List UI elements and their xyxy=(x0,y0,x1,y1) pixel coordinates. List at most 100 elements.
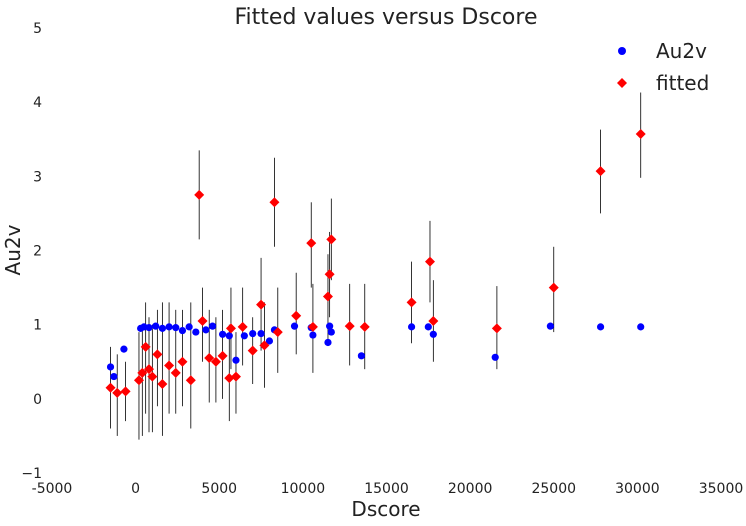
fitted-point xyxy=(157,379,168,389)
fitted-point xyxy=(185,375,196,386)
y-axis-label: Au2v xyxy=(1,224,25,275)
x-tick-label: 15000 xyxy=(364,481,409,497)
au2v-point xyxy=(225,332,233,340)
fitted-point xyxy=(595,166,606,177)
fitted-point xyxy=(137,367,148,378)
au2v-point xyxy=(152,322,160,330)
fitted-point xyxy=(194,189,205,200)
fitted-point xyxy=(230,371,241,382)
fitted-point xyxy=(272,327,283,338)
y-tick-label: 4 xyxy=(33,95,42,111)
legend-label-au2v: Au2v xyxy=(656,39,707,63)
y-tick-label: 0 xyxy=(33,392,42,408)
fitted-point xyxy=(204,353,215,364)
fitted-point xyxy=(322,291,333,302)
y-tick-label: 2 xyxy=(33,244,42,260)
fitted-point xyxy=(210,356,221,367)
au2v-point xyxy=(327,328,335,336)
fitted-point xyxy=(177,356,188,367)
x-tick-label: 10000 xyxy=(281,481,326,497)
au2v-point xyxy=(491,353,499,361)
fitted-point xyxy=(548,282,559,293)
fitted-point xyxy=(144,364,155,375)
au2v-point xyxy=(637,323,645,331)
au2v-point xyxy=(158,324,166,332)
au2v-point xyxy=(546,322,555,330)
fitted-point xyxy=(133,375,144,386)
fitted-point xyxy=(306,238,317,249)
fitted-point xyxy=(112,387,123,398)
fitted-point xyxy=(324,269,335,280)
au2v-point xyxy=(424,323,432,331)
fitted-point xyxy=(259,340,270,351)
legend: Au2v fitted xyxy=(617,39,709,95)
fitted-point xyxy=(256,299,267,310)
au2v-point xyxy=(290,322,299,330)
fitted-point xyxy=(120,386,131,397)
fitted-point xyxy=(197,315,208,326)
fitted-point xyxy=(491,323,502,334)
fitted-point xyxy=(217,350,228,361)
fitted-point xyxy=(225,323,236,334)
x-tick-labels: -5000 0 5000 10000 15000 20000 25000 30000 35000 xyxy=(32,481,744,497)
plot-area xyxy=(52,28,721,473)
x-tick-label: 25000 xyxy=(531,481,576,497)
au2v-point xyxy=(185,323,193,331)
x-tick-label: 5000 xyxy=(201,481,237,497)
au2v-point xyxy=(429,330,437,338)
au2v-point xyxy=(145,324,153,332)
au2v-point xyxy=(110,372,118,381)
x-tick-label: 35000 xyxy=(699,481,744,497)
series-au2v xyxy=(106,322,645,381)
au2v-point xyxy=(265,337,274,345)
chart-title: Fitted values versus Dscore xyxy=(235,5,538,30)
fitted-point xyxy=(164,360,175,371)
fitted-point xyxy=(170,367,181,378)
fitted-point xyxy=(140,341,151,352)
au2v-point xyxy=(232,356,240,364)
series-fitted xyxy=(105,129,646,398)
fitted-point xyxy=(359,321,370,332)
fitted-point xyxy=(424,256,435,267)
au2v-point xyxy=(120,345,128,353)
fitted-point xyxy=(344,321,355,332)
fitted-point xyxy=(237,321,248,332)
x-tick-label: 20000 xyxy=(448,481,493,497)
fitted-point xyxy=(152,349,163,360)
y-tick-label: 3 xyxy=(33,169,42,185)
x-tick-label: 0 xyxy=(131,481,140,497)
x-axis-label: Dscore xyxy=(351,497,420,521)
fitted-point xyxy=(224,373,235,384)
y-tick-labels: −1 0 1 2 3 4 5 xyxy=(21,21,42,482)
fitted-point xyxy=(105,382,116,393)
legend-label-fitted: fitted xyxy=(656,71,709,95)
au2v-point xyxy=(249,329,257,338)
fitted-point xyxy=(147,371,158,382)
fitted-point xyxy=(307,321,318,332)
y-tick-label: −1 xyxy=(21,466,42,482)
au2v-point xyxy=(208,322,217,330)
x-tick-label: -5000 xyxy=(32,481,73,497)
au2v-point xyxy=(192,328,200,336)
legend-marker-fitted xyxy=(617,78,627,88)
au2v-point xyxy=(165,323,173,331)
fitted-point xyxy=(428,315,439,326)
y-tick-label: 1 xyxy=(33,318,42,334)
au2v-point xyxy=(202,326,210,334)
au2v-point xyxy=(324,338,332,347)
au2v-point xyxy=(240,332,248,340)
au2v-point xyxy=(309,331,317,339)
au2v-point xyxy=(407,323,416,331)
legend-marker-au2v xyxy=(618,47,626,55)
au2v-point xyxy=(106,363,115,371)
fitted-point xyxy=(635,129,646,140)
au2v-point xyxy=(178,327,187,335)
au2v-point xyxy=(218,330,227,338)
fitted-point xyxy=(247,345,258,356)
x-tick-label: 30000 xyxy=(615,481,660,497)
au2v-point xyxy=(172,324,180,332)
fitted-point xyxy=(269,197,280,208)
au2v-point xyxy=(257,329,265,338)
au2v-point xyxy=(357,352,366,360)
au2v-point xyxy=(596,323,605,331)
